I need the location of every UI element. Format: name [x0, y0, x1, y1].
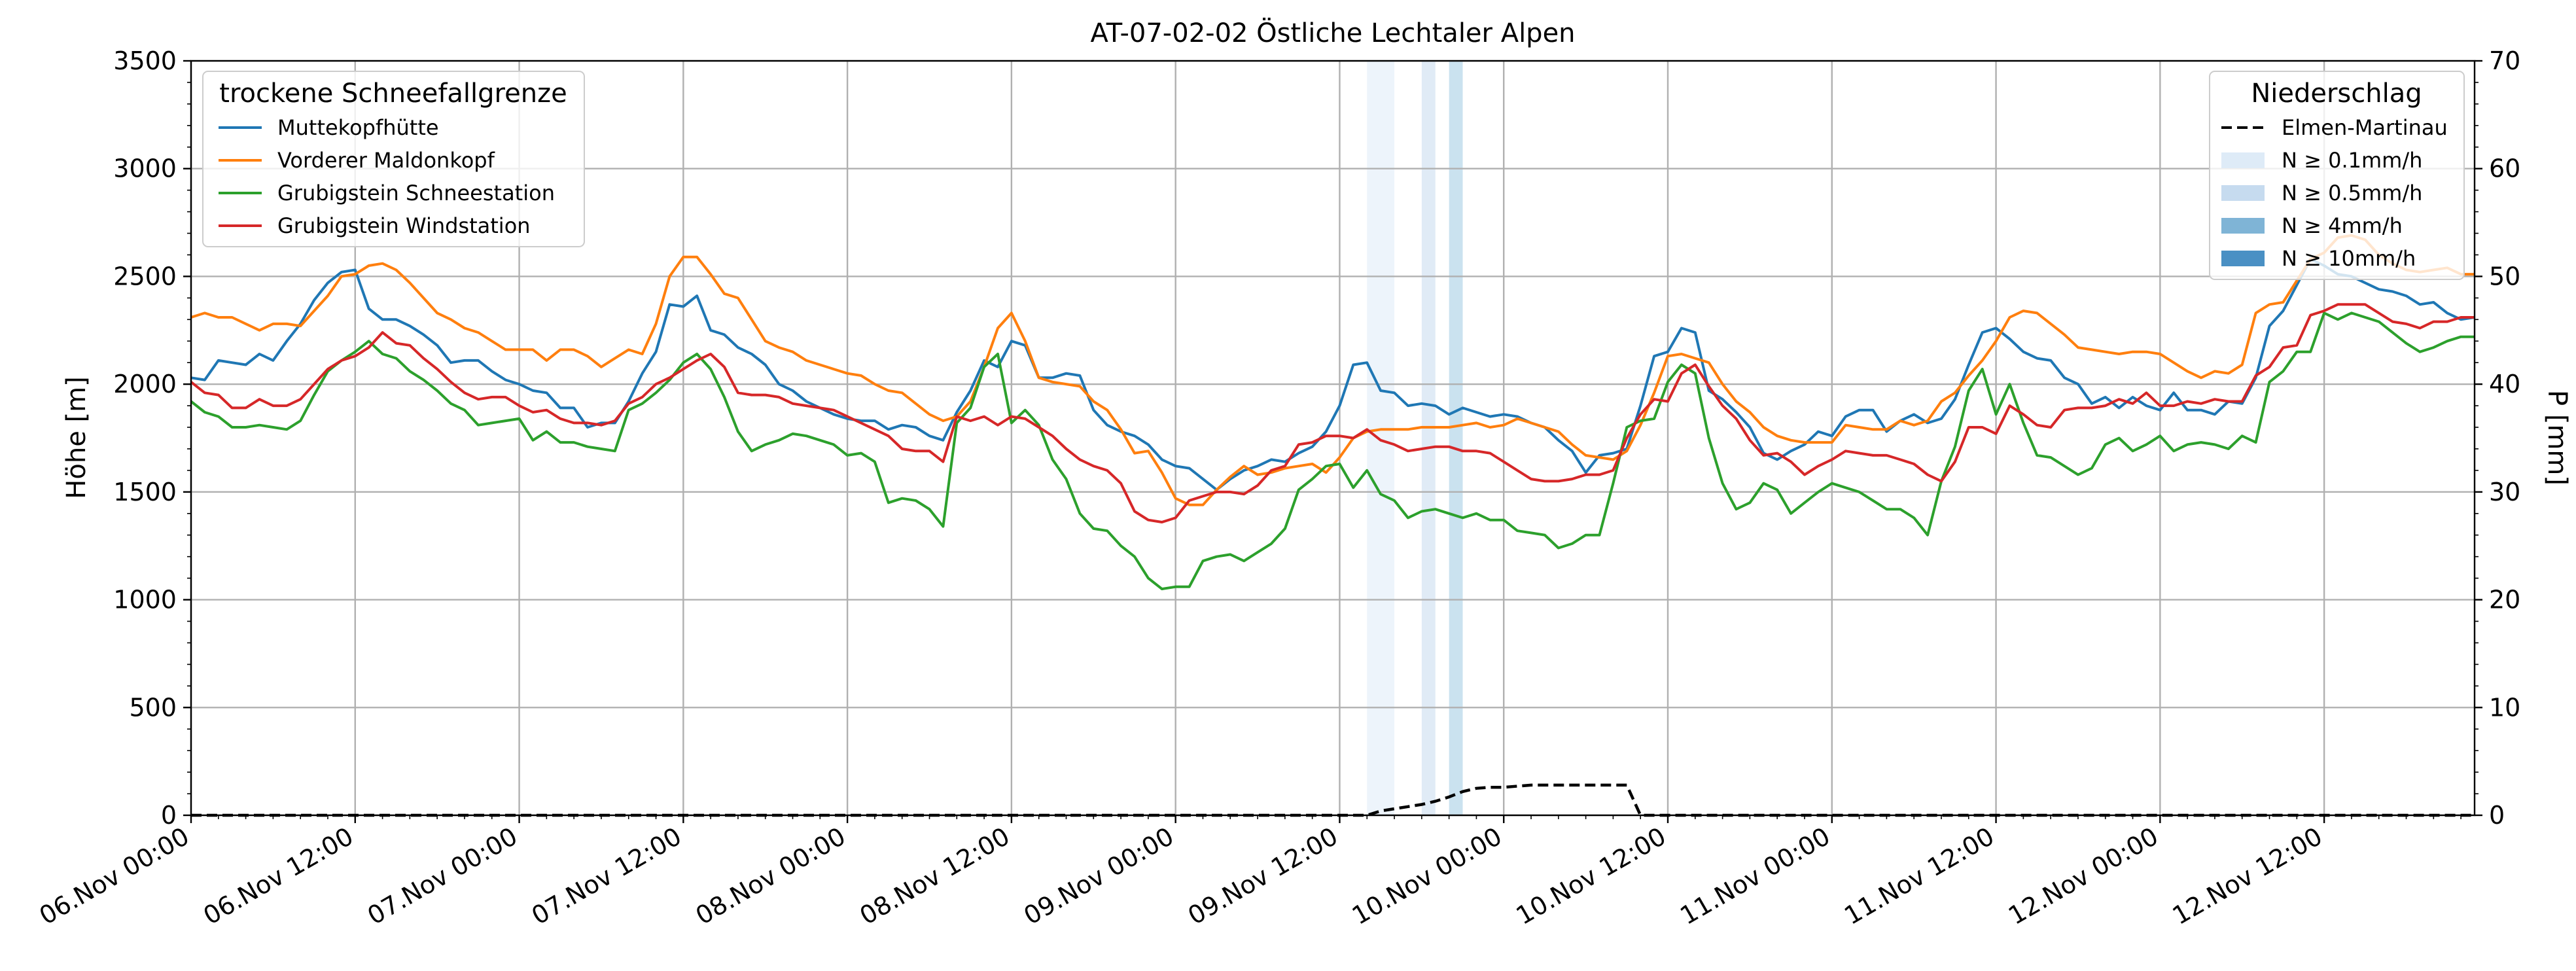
legend-label-grubigstein-windstation: Grubigstein Windstation: [277, 213, 531, 238]
series-lines: [190, 234, 2475, 817]
legend-label-n-0-5: N ≥ 0.5mm/h: [2282, 181, 2422, 205]
y-right-tick-label: 70: [2489, 46, 2520, 75]
legend-swatch-n-10: [2221, 251, 2265, 266]
precip-band-1-0: [1421, 61, 1436, 815]
y-axis-label: Höhe [m]: [62, 376, 92, 499]
legend-left: trockene Schneefallgrenze Muttekopfhütte…: [202, 71, 585, 247]
y-right-tick-label: 0: [2489, 801, 2505, 830]
y-tick-label: 3000: [113, 154, 177, 183]
legend-label-muttekopfhuette: Muttekopfhütte: [277, 115, 439, 140]
legend-right: Niederschlag Elmen-Martinau N ≥ 0.1mm/h …: [2209, 71, 2465, 280]
legend-right-title: Niederschlag: [2251, 79, 2422, 109]
y-right-tick-label: 30: [2489, 478, 2520, 506]
precip-band-2-0: [1449, 61, 1463, 815]
y-right-tick-label: 10: [2489, 693, 2520, 722]
precipitation-bands: [1367, 61, 1463, 815]
legend-swatch-n-0-5: [2221, 185, 2265, 201]
precipitation-line: [191, 783, 2475, 817]
y-tick-label: 0: [161, 801, 177, 830]
series-line-3: [190, 303, 2475, 523]
legend-label-n-0-1: N ≥ 0.1mm/h: [2282, 148, 2422, 173]
series-line-0: [190, 258, 2475, 491]
y-tick-label: 1000: [113, 586, 177, 614]
legend-label-vorderer-maldonkopf: Vorderer Maldonkopf: [277, 148, 495, 173]
legend-label-n-4: N ≥ 4mm/h: [2282, 213, 2403, 238]
precip-band-0-0: [1367, 61, 1395, 815]
legend-swatch-n-0-1: [2221, 152, 2265, 168]
legend-left-title: trockene Schneefallgrenze: [219, 79, 567, 109]
legend-label-n-10: N ≥ 10mm/h: [2282, 246, 2416, 271]
y-right-tick-label: 20: [2489, 586, 2520, 614]
y-tick-label: 2500: [113, 262, 177, 291]
y-right-tick-label: 40: [2489, 370, 2520, 398]
plot-frame: [190, 60, 2476, 817]
series-line-2: [190, 311, 2475, 591]
y-right-tick-label: 60: [2489, 154, 2520, 183]
y-tick-label: 3500: [113, 46, 177, 75]
legend-left-box: [202, 71, 585, 247]
y-tick-label: 1500: [113, 478, 177, 506]
legend-label-elmen-martinau: Elmen-Martinau: [2282, 115, 2448, 140]
legend-label-grubigstein-schneestation: Grubigstein Schneestation: [277, 181, 555, 205]
legend-swatch-n-4: [2221, 218, 2265, 234]
y-right-tick-label: 50: [2489, 262, 2520, 291]
y-tick-label: 500: [129, 693, 177, 722]
legend-right-box: [2209, 71, 2465, 280]
chart-title: AT-07-02-02 Östliche Lechtaler Alpen: [1090, 17, 1575, 48]
y-tick-label: 2000: [113, 370, 177, 398]
y-axis-right-label: P [mm]: [2542, 390, 2572, 486]
